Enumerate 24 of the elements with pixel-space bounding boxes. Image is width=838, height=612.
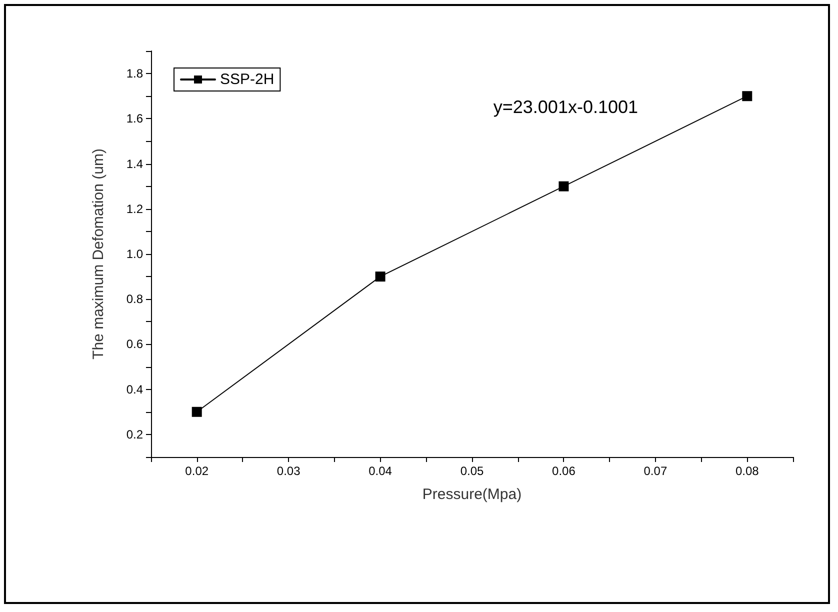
y-tick-label: 1.8 (126, 66, 144, 81)
legend-label: SSP-2H (220, 71, 274, 88)
x-tick-label: 0.04 (368, 464, 392, 478)
x-tick-label: 0.08 (735, 464, 760, 478)
annotation: y=23.001x-0.1001 (493, 97, 638, 117)
x-axis-title: Pressure(Mpa) (422, 486, 522, 503)
point (558, 181, 569, 192)
x-tick-label: 0.02 (185, 464, 209, 478)
x-tick-label: 0.05 (460, 464, 484, 478)
y-tick-label: 1.6 (126, 112, 144, 126)
point (375, 272, 386, 282)
y-tick-label: 0.8 (126, 292, 144, 306)
point (192, 406, 202, 417)
x-tick-label: 0.03 (276, 464, 301, 478)
y-axis-title: The maximum Defomation (um) (90, 148, 107, 360)
x-tick-label: 0.06 (552, 464, 576, 478)
y-tick-label: 0.4 (126, 382, 144, 396)
y-tick-label: 1.2 (126, 202, 144, 216)
y-tick-label: 1.0 (126, 247, 144, 261)
point (742, 91, 752, 102)
x-tick-label: 0.07 (644, 464, 668, 478)
y-tick-label: 0.6 (126, 337, 144, 352)
y-tick-label: 0.2 (126, 427, 144, 442)
y-tick-label: 1.4 (126, 156, 144, 171)
